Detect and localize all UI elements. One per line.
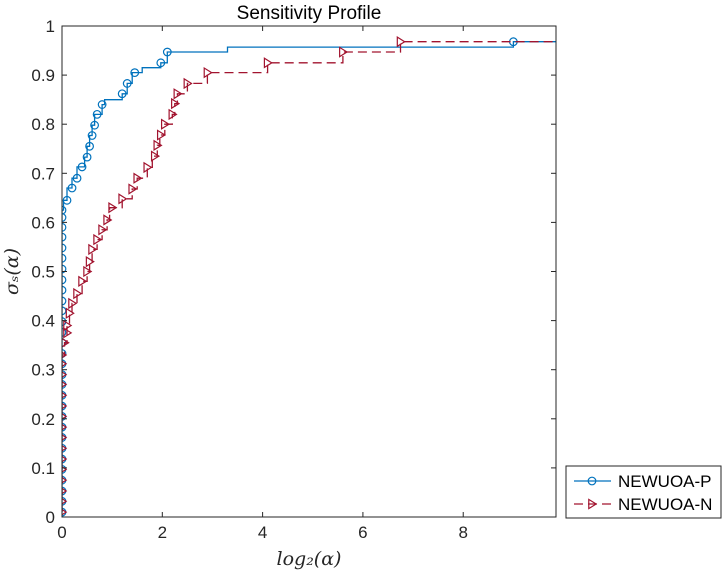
marker-newuoa-p-43 bbox=[156, 58, 166, 68]
marker-newuoa-p-42 bbox=[130, 68, 140, 78]
marker-newuoa-n-43 bbox=[263, 57, 273, 69]
y-tick-label: 0.2 bbox=[31, 410, 55, 429]
marker-newuoa-n-33 bbox=[143, 161, 153, 174]
series-line-newuoa-n bbox=[62, 41, 556, 513]
marker-newuoa-n-42 bbox=[203, 66, 213, 79]
marker-newuoa-n-27 bbox=[98, 224, 108, 236]
marker-newuoa-n-23 bbox=[83, 265, 93, 278]
marker-newuoa-n-36 bbox=[156, 129, 167, 141]
x-tick-label: 2 bbox=[158, 523, 167, 542]
x-axis-title: log₂(α) bbox=[277, 548, 342, 570]
y-tick-label: 0.9 bbox=[31, 66, 55, 85]
legend-label: NEWUOA-P bbox=[618, 472, 712, 491]
marker-newuoa-p-32 bbox=[72, 173, 82, 183]
marker-newuoa-n-18 bbox=[63, 319, 73, 332]
chart-title: Sensitivity Profile bbox=[237, 3, 382, 24]
marker-newuoa-n-26 bbox=[93, 233, 103, 246]
marker-newuoa-n-44 bbox=[339, 46, 349, 58]
marker-newuoa-p-31 bbox=[67, 183, 77, 193]
marker-newuoa-n-45 bbox=[396, 36, 406, 48]
legend-marker-newuoa-n bbox=[588, 498, 598, 510]
marker-newuoa-n-16 bbox=[62, 337, 70, 348]
x-tick-label: 0 bbox=[57, 523, 66, 542]
marker-newuoa-p-35 bbox=[85, 141, 94, 151]
series-line-newuoa-p bbox=[62, 41, 556, 513]
marker-newuoa-p-34 bbox=[82, 152, 92, 162]
y-tick-label: 0.5 bbox=[31, 263, 55, 282]
marker-newuoa-n-19 bbox=[65, 307, 75, 319]
y-tick-label: 0.7 bbox=[31, 164, 55, 183]
plot-area bbox=[62, 26, 556, 517]
marker-newuoa-p-41 bbox=[122, 79, 132, 88]
marker-newuoa-n-40 bbox=[173, 88, 183, 100]
marker-newuoa-n-30 bbox=[118, 193, 128, 205]
marker-newuoa-p-30 bbox=[62, 195, 72, 205]
x-tick-label: 8 bbox=[458, 523, 467, 542]
marker-newuoa-p-40 bbox=[117, 89, 127, 99]
marker-newuoa-p-37 bbox=[90, 120, 99, 130]
marker-newuoa-n-29 bbox=[108, 201, 118, 214]
marker-newuoa-n-21 bbox=[73, 287, 83, 300]
y-tick-label: 0 bbox=[46, 508, 55, 527]
marker-newuoa-n-37 bbox=[160, 118, 171, 130]
axes: 0 2 4 6 8 0 0.1 0.2 0.3 0.4 0.5 0.6 0.7 0.8 0.9 1 bbox=[31, 17, 557, 542]
marker-newuoa-p-33 bbox=[77, 162, 87, 172]
x-tick-label: 4 bbox=[258, 523, 267, 542]
marker-newuoa-n-17 bbox=[63, 327, 73, 339]
marker-newuoa-n-22 bbox=[78, 275, 88, 288]
legend-label: NEWUOA-N bbox=[618, 495, 712, 514]
marker-newuoa-n-35 bbox=[153, 139, 163, 151]
y-tick-label: 1 bbox=[46, 17, 55, 36]
legend-box bbox=[565, 465, 722, 519]
marker-newuoa-n-41 bbox=[183, 77, 193, 90]
marker-newuoa-n-32 bbox=[133, 172, 143, 184]
marker-newuoa-n-24 bbox=[85, 255, 95, 268]
y-tick-label: 0.1 bbox=[31, 459, 55, 478]
marker-newuoa-p-39 bbox=[97, 100, 107, 109]
x-tick-label: 6 bbox=[358, 523, 367, 542]
y-tick-label: 0.4 bbox=[31, 312, 55, 331]
marker-newuoa-p-36 bbox=[87, 131, 97, 140]
marker-newuoa-n-25 bbox=[88, 243, 98, 256]
marker-newuoa-n-38 bbox=[168, 108, 178, 121]
marker-newuoa-p-44 bbox=[162, 47, 172, 57]
marker-newuoa-n-20 bbox=[68, 297, 78, 310]
y-tick-label: 0.6 bbox=[31, 213, 55, 232]
marker-newuoa-n-31 bbox=[128, 183, 138, 195]
marker-newuoa-n-39 bbox=[171, 97, 181, 110]
y-tick-label: 0.8 bbox=[31, 115, 55, 134]
legend-marker-newuoa-p bbox=[587, 476, 597, 486]
marker-newuoa-p-38 bbox=[92, 109, 102, 119]
marker-newuoa-n-34 bbox=[150, 150, 161, 162]
legend: NEWUOA-P NEWUOA-N bbox=[565, 465, 722, 519]
y-axis-title: σₛ(α) bbox=[1, 248, 23, 295]
marker-newuoa-n-28 bbox=[103, 214, 113, 226]
y-tick-label: 0.3 bbox=[31, 361, 55, 380]
